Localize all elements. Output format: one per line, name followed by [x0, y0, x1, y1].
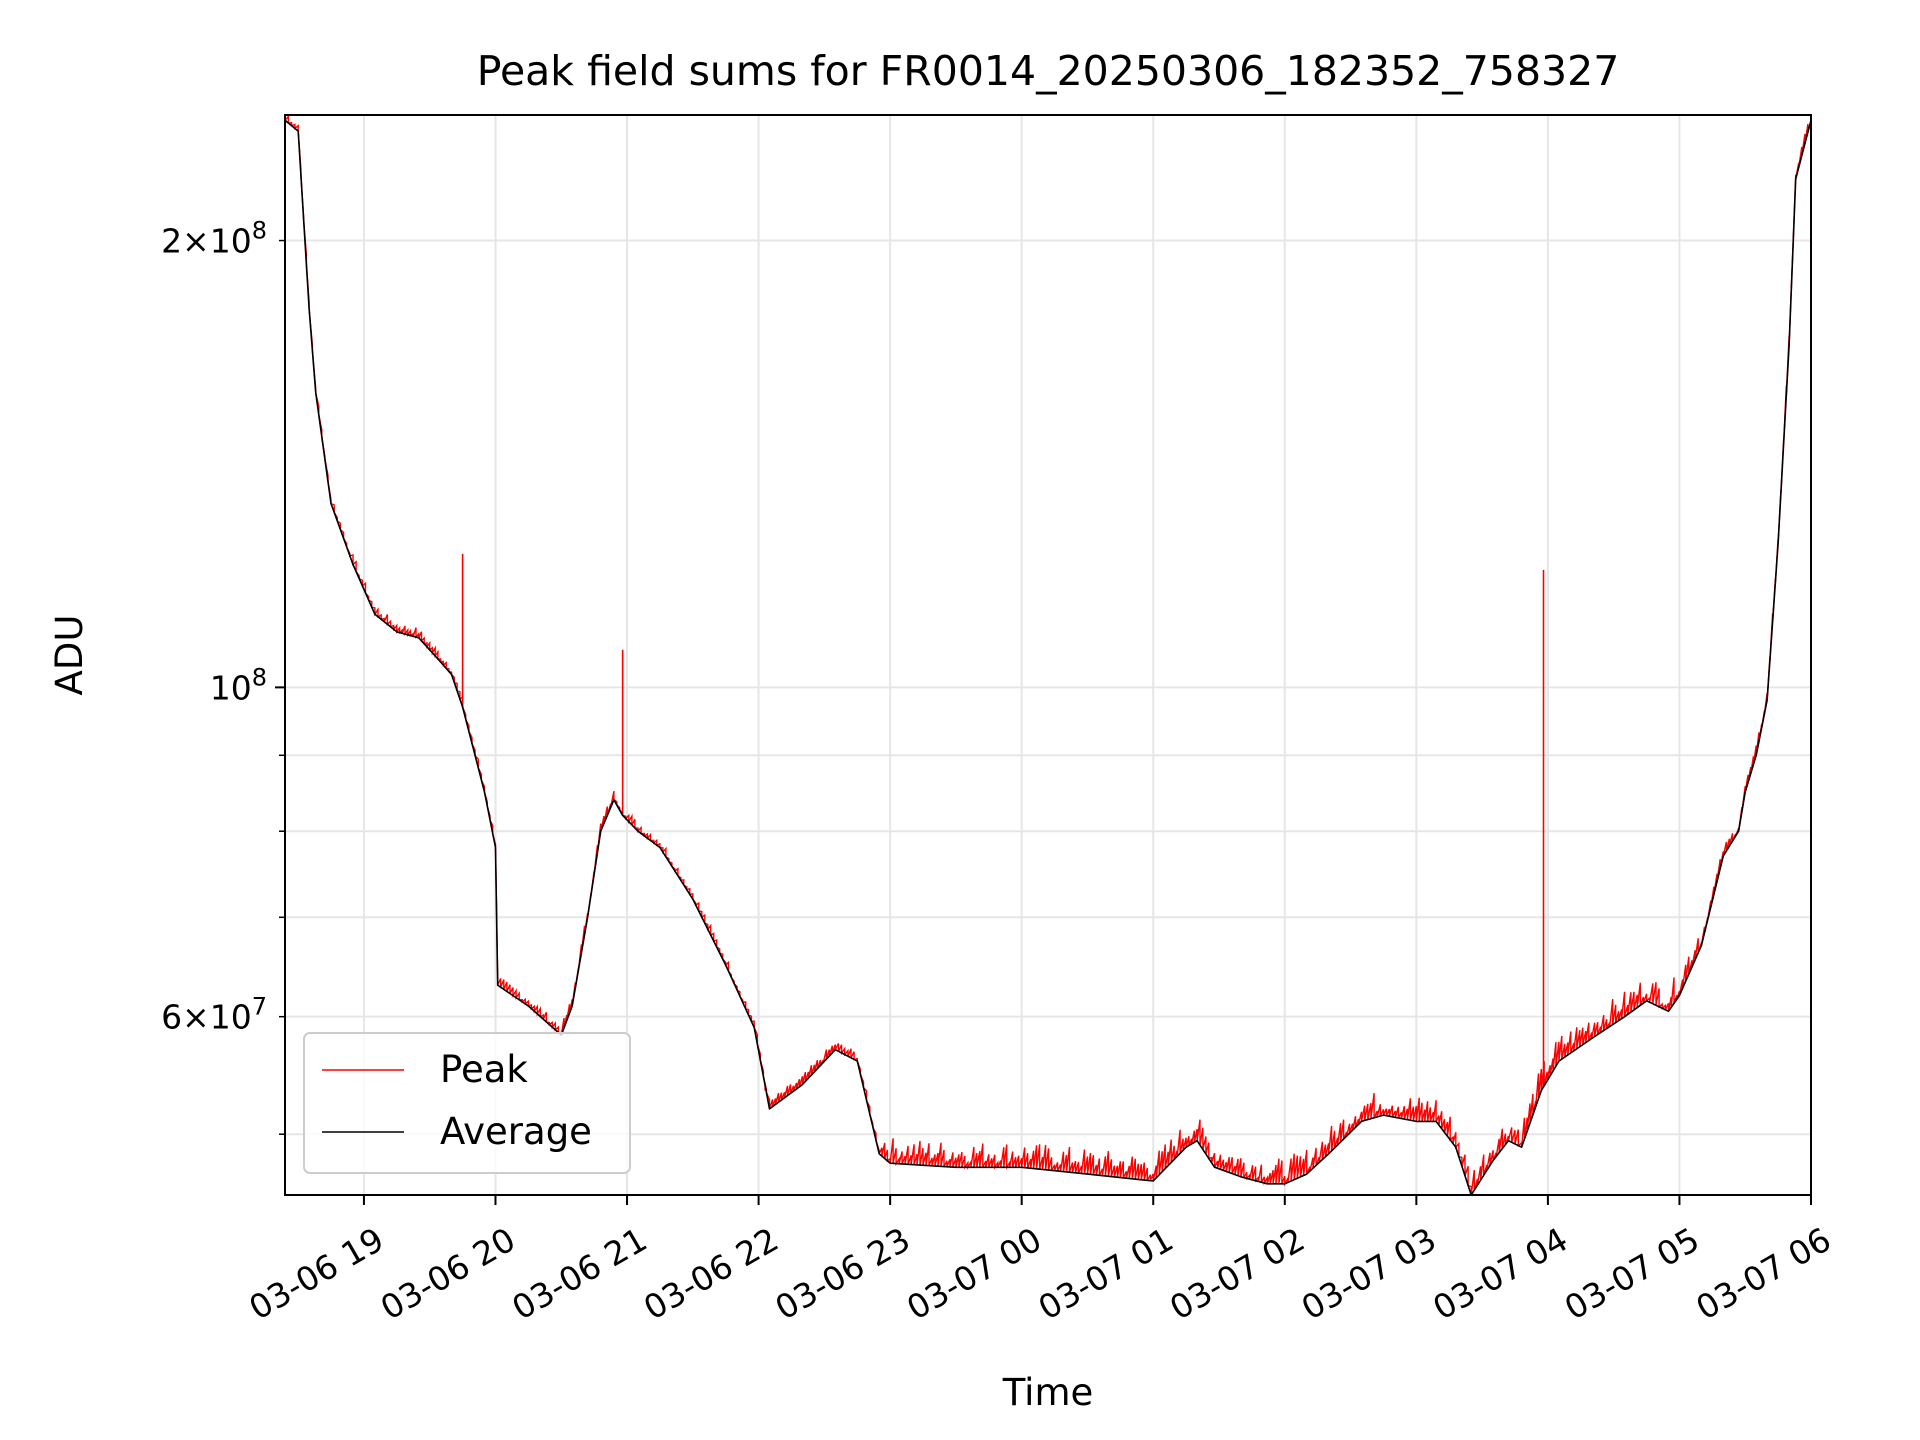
plot-frame	[284, 114, 1812, 1196]
y-tick-label-1e8: 108	[210, 663, 267, 707]
legend: Peak Average	[303, 1032, 631, 1174]
y-tick-label-6e7: 6×107	[161, 993, 267, 1037]
series-average	[284, 119, 1812, 1196]
y-axis-ticks: 2×108 108 6×107	[161, 217, 285, 1135]
average-line	[284, 119, 1812, 1196]
y-tick-label-2e8: 2×108	[161, 217, 267, 261]
x-axis-label: Time	[1002, 1371, 1094, 1414]
legend-label-average: Average	[440, 1110, 592, 1153]
y-axis-label: ADU	[48, 615, 91, 696]
legend-box	[303, 1032, 631, 1174]
peak-line	[284, 114, 1809, 1196]
legend-label-peak: Peak	[440, 1048, 528, 1091]
chart-title: Peak field sums for FR0014_20250306_1823…	[477, 47, 1620, 95]
